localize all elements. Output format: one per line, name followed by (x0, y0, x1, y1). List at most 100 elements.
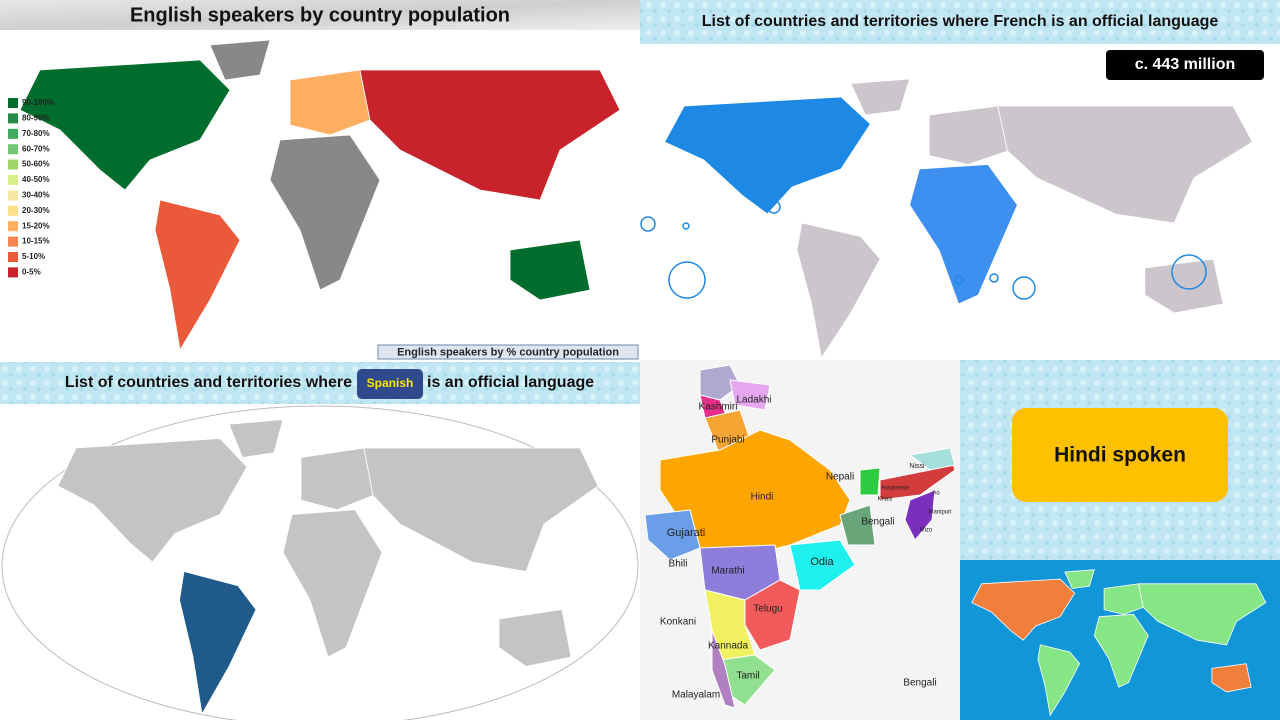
land (282, 509, 383, 658)
land (997, 105, 1254, 224)
land (269, 134, 381, 291)
legend-label: 15-20% (22, 221, 50, 230)
hindi-panel: Hindi spoken (960, 360, 1280, 720)
land (1103, 583, 1144, 615)
region-label: Mizo (920, 528, 933, 534)
badge-bg (1106, 50, 1264, 80)
legend-swatch (8, 144, 18, 155)
region-label: Hindi (751, 492, 774, 503)
land (850, 78, 911, 116)
region-label: Nissi (909, 463, 925, 470)
india-map (644, 364, 956, 709)
land (971, 578, 1076, 641)
legend: 90-100% 80-90% 70-80% 60-70% 50-60% 40-50% 30-… (8, 98, 54, 278)
legend-label: 80-90% (22, 114, 50, 123)
land (300, 447, 374, 511)
region-label: Bengali (861, 517, 894, 528)
title-bar (0, 0, 640, 30)
land (289, 69, 371, 136)
highlight-box (357, 369, 423, 399)
caption: English speakers by % country population (397, 346, 619, 358)
land (796, 222, 881, 360)
title-bar (640, 0, 1280, 44)
region-label: Kashmiri (699, 402, 738, 413)
title-bar (0, 362, 640, 404)
land (928, 105, 1009, 165)
region-label: Bhili (669, 559, 688, 570)
region-label: Tamil (736, 671, 759, 682)
land (1064, 569, 1095, 589)
legend-swatch (8, 175, 18, 185)
map (19, 39, 621, 352)
land (228, 419, 284, 458)
legend-label: 60-70% (22, 144, 50, 153)
land (498, 609, 572, 667)
region-label: Gujarati (667, 527, 706, 539)
region-label: Odia (810, 556, 834, 568)
legend-swatch (8, 252, 18, 262)
legend-swatch (8, 205, 18, 216)
title: List of countries and territories where … (702, 13, 1219, 30)
legend-swatch (8, 159, 18, 170)
region-label: Konkani (660, 617, 696, 628)
region-label: Marathi (711, 566, 744, 577)
label: Hindi spoken (1054, 444, 1186, 467)
region-label: Bengali (903, 678, 936, 689)
highlight: Spanish (367, 376, 414, 390)
label-box (1012, 408, 1228, 502)
region-label: Manipuri (928, 510, 951, 516)
caption-box (377, 344, 639, 360)
english-panel: English speakers by country population 9… (0, 0, 640, 360)
legend-label: 50-60% (22, 160, 50, 169)
region-label: Nepali (826, 472, 854, 483)
land (154, 199, 241, 352)
region-label: Ao (932, 491, 940, 497)
legend-label: 30-40% (22, 191, 50, 200)
region-label: Kannada (708, 641, 748, 652)
territory-circles (640, 200, 1207, 300)
region-label: Malayalam (672, 690, 720, 701)
land (57, 438, 248, 563)
map (971, 569, 1267, 717)
land (19, 59, 231, 191)
title-after: is an official language (427, 374, 594, 391)
legend-swatch (8, 236, 18, 247)
region-label: Assamese (881, 486, 910, 492)
legend-label: 10-15% (22, 237, 50, 246)
title: English speakers by country population (130, 4, 510, 26)
land (664, 96, 871, 215)
region-label: Ladakhi (736, 395, 771, 406)
legend-swatch (8, 221, 18, 232)
land (179, 571, 257, 716)
land (1137, 583, 1267, 646)
legend-label: 90-100% (22, 98, 54, 107)
land (909, 164, 1018, 305)
legend-label: 5-10% (22, 252, 45, 261)
legend-swatch (8, 98, 18, 108)
land (1037, 644, 1081, 717)
map (57, 419, 599, 716)
spanish-panel: List of countries and territories where … (0, 360, 640, 720)
legend-swatch (8, 190, 18, 201)
land (359, 69, 621, 201)
land (1211, 663, 1252, 693)
region-label: Telugu (753, 604, 782, 615)
map (664, 78, 1254, 360)
land (209, 39, 271, 81)
french-panel: List of countries and territories where … (640, 0, 1280, 360)
land (363, 447, 599, 572)
legend-label: 0-5% (22, 268, 41, 277)
legend-swatch (8, 113, 18, 124)
badge: c. 443 million (1135, 56, 1235, 73)
land (509, 239, 591, 301)
legend-label: 40-50% (22, 175, 50, 184)
legend-label: 20-30% (22, 206, 50, 215)
region-label: Punjabi (711, 435, 744, 446)
legend-swatch (8, 128, 18, 139)
legend-label: 70-80% (22, 129, 50, 138)
legend-swatch (8, 267, 18, 278)
